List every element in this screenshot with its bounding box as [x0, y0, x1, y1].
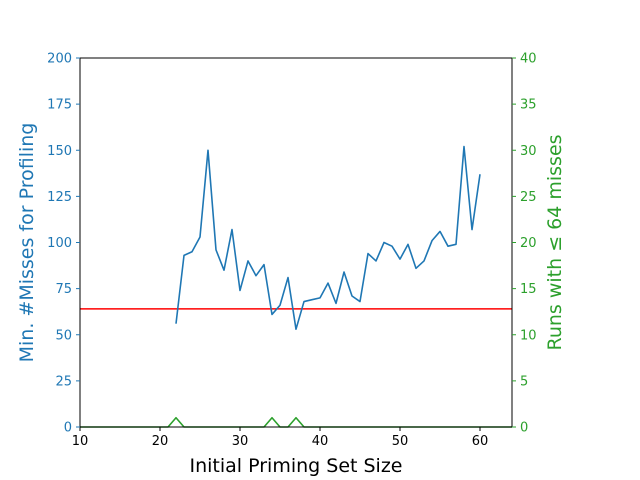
y-left-tick-label: 25	[55, 374, 72, 389]
x-tick-label: 50	[392, 434, 409, 449]
y-right-tick-label: 15	[520, 282, 537, 297]
y-right-tick-label: 20	[520, 236, 537, 251]
series-line-left	[175, 145, 481, 331]
series-line-right	[80, 416, 512, 428]
y-left-tick-label: 75	[55, 282, 72, 297]
x-tick-label: 20	[152, 434, 169, 449]
y-axis-right-label: Runs with ≤ 64 misses	[544, 134, 566, 350]
y-left-tick-label: 125	[47, 190, 72, 205]
y-right-tick-label: 25	[520, 190, 537, 205]
y-right-tick-label: 0	[520, 421, 528, 436]
x-tick-label: 10	[72, 434, 89, 449]
y-right-tick-label: 30	[520, 144, 537, 159]
y-right-tick-label: 40	[520, 52, 537, 67]
y-left-tick-label: 0	[64, 421, 72, 436]
y-left-tick-label: 50	[55, 328, 72, 343]
x-tick-label: 40	[312, 434, 329, 449]
y-left-tick-label: 100	[47, 236, 72, 251]
x-axis-label: Initial Priming Set Size	[190, 455, 403, 477]
y-right-tick-label: 35	[520, 98, 537, 113]
y-left-tick-label: 200	[47, 52, 72, 67]
x-tick-label: 60	[472, 434, 489, 449]
y-axis-left-label: Min. #Misses for Profiling	[16, 123, 38, 363]
y-right-tick-label: 5	[520, 374, 528, 389]
ticks-layer: 10 20 30 40 50 60 0 25 50 75 100 125 150 175 200 0 5 10 15…	[47, 52, 536, 450]
y-left-tick-label: 175	[47, 98, 72, 113]
y-right-tick-label: 10	[520, 328, 537, 343]
y-left-tick-label: 150	[47, 144, 72, 159]
plot-layer	[80, 145, 512, 428]
x-tick-label: 30	[232, 434, 249, 449]
